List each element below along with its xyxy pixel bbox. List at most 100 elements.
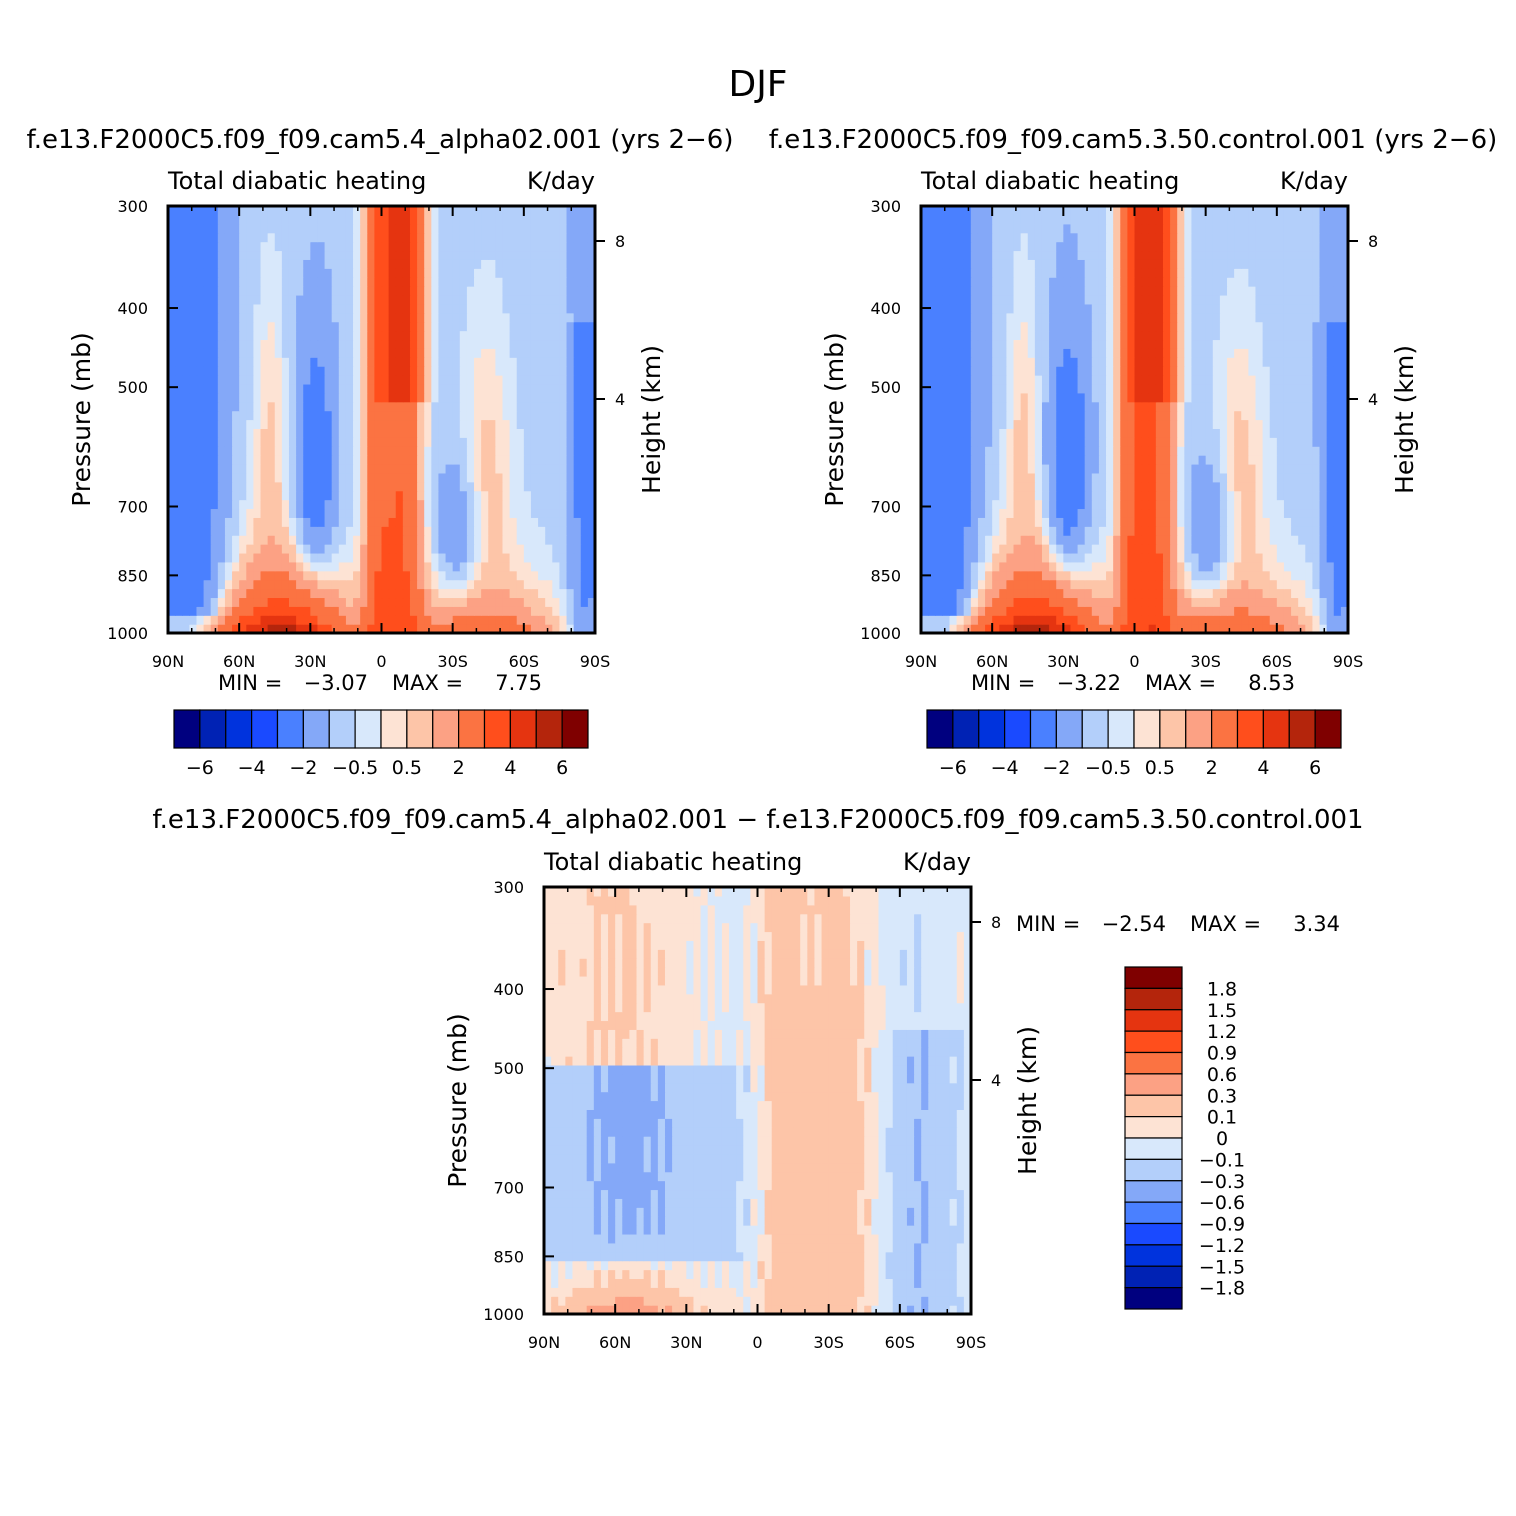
field-cell (388, 455, 397, 465)
field-cell (1027, 570, 1036, 581)
field-cell (338, 437, 347, 447)
field-cell (963, 410, 972, 421)
field-cell (360, 312, 368, 323)
field-cell (1312, 561, 1321, 572)
field-cell (260, 250, 269, 260)
field-cell (217, 392, 226, 403)
field-cell (1134, 339, 1143, 349)
field-cell (1205, 348, 1214, 358)
field-cell (331, 419, 340, 429)
field-cell (424, 303, 432, 314)
field-cell (303, 624, 311, 634)
field-cell (168, 357, 176, 367)
colorbar-box (328, 709, 356, 749)
field-cell (466, 259, 475, 269)
field-cell (949, 357, 958, 367)
field-cell (338, 277, 347, 287)
field-cell (310, 339, 319, 349)
field-cell (288, 410, 297, 421)
field-cell (310, 410, 319, 421)
field-cell (481, 366, 489, 376)
field-cell (224, 241, 233, 252)
field-cell (999, 339, 1007, 349)
field-cell (196, 526, 205, 536)
field-cell (232, 455, 240, 465)
field-cell (985, 455, 993, 465)
field-cell (530, 303, 539, 314)
field-cell (1041, 544, 1050, 554)
field-cell (1056, 383, 1064, 394)
field-cell (360, 552, 368, 563)
field-cell (360, 446, 368, 456)
field-cell (331, 268, 340, 278)
field-cell (495, 419, 504, 429)
field-cell (942, 517, 951, 527)
field-cell (523, 552, 532, 563)
field-cell (445, 552, 454, 563)
field-cell (239, 321, 247, 332)
field-cell (1027, 392, 1036, 403)
field-cell (1127, 437, 1136, 447)
field-cell (267, 401, 276, 412)
field-cell (288, 463, 297, 474)
field-cell (580, 446, 589, 456)
field-cell (217, 232, 226, 243)
field-cell (1184, 455, 1193, 465)
field-cell (1262, 544, 1271, 554)
field-cell (1127, 419, 1136, 429)
field-cell (949, 624, 958, 634)
field-cell (1077, 437, 1086, 447)
field-cell (232, 321, 240, 332)
field-cell (438, 375, 447, 385)
field-cell (168, 312, 176, 323)
field-cell (509, 499, 518, 510)
field-cell (395, 303, 404, 314)
field-cell (367, 330, 375, 341)
field-cell (317, 463, 326, 474)
field-cell (395, 446, 404, 456)
field-cell (516, 268, 525, 278)
field-cell (538, 321, 546, 332)
field-cell (296, 357, 304, 367)
field-cell (1170, 570, 1178, 581)
field-cell (445, 508, 454, 518)
field-cell (1177, 517, 1185, 527)
field-cell (445, 286, 454, 296)
field-cell (1234, 339, 1242, 349)
field-cell (495, 499, 504, 510)
field-cell (438, 597, 447, 607)
field-cell (189, 463, 198, 474)
field-cell (445, 472, 454, 483)
field-cell (1241, 499, 1249, 510)
field-cell (516, 508, 525, 518)
field-cell (175, 606, 183, 616)
field-cell (502, 294, 511, 305)
field-cell (1298, 508, 1306, 518)
field-cell (353, 303, 361, 314)
field-cell (1283, 339, 1292, 349)
field-cell (1212, 419, 1221, 429)
field-cell (409, 392, 418, 403)
field-cell (1184, 499, 1193, 510)
field-cell (317, 339, 326, 349)
field-cell (1120, 606, 1128, 616)
field-cell (495, 214, 504, 225)
field-cell (1148, 375, 1157, 385)
field-cell (1049, 410, 1057, 421)
field-cell (1283, 517, 1292, 527)
field-cell (395, 410, 404, 421)
field-cell (949, 535, 958, 545)
field-cell (559, 277, 568, 287)
field-cell (495, 535, 504, 545)
field-cell (1227, 437, 1235, 447)
field-cell (495, 544, 504, 554)
field-cell (1276, 446, 1285, 456)
field-cell (935, 508, 943, 518)
field-cell (921, 392, 929, 403)
field-cell (1049, 490, 1057, 501)
field-cell (942, 624, 951, 634)
field-cell (566, 624, 575, 634)
field-cell (360, 544, 368, 554)
field-cell (274, 348, 283, 358)
field-cell (1305, 348, 1314, 358)
